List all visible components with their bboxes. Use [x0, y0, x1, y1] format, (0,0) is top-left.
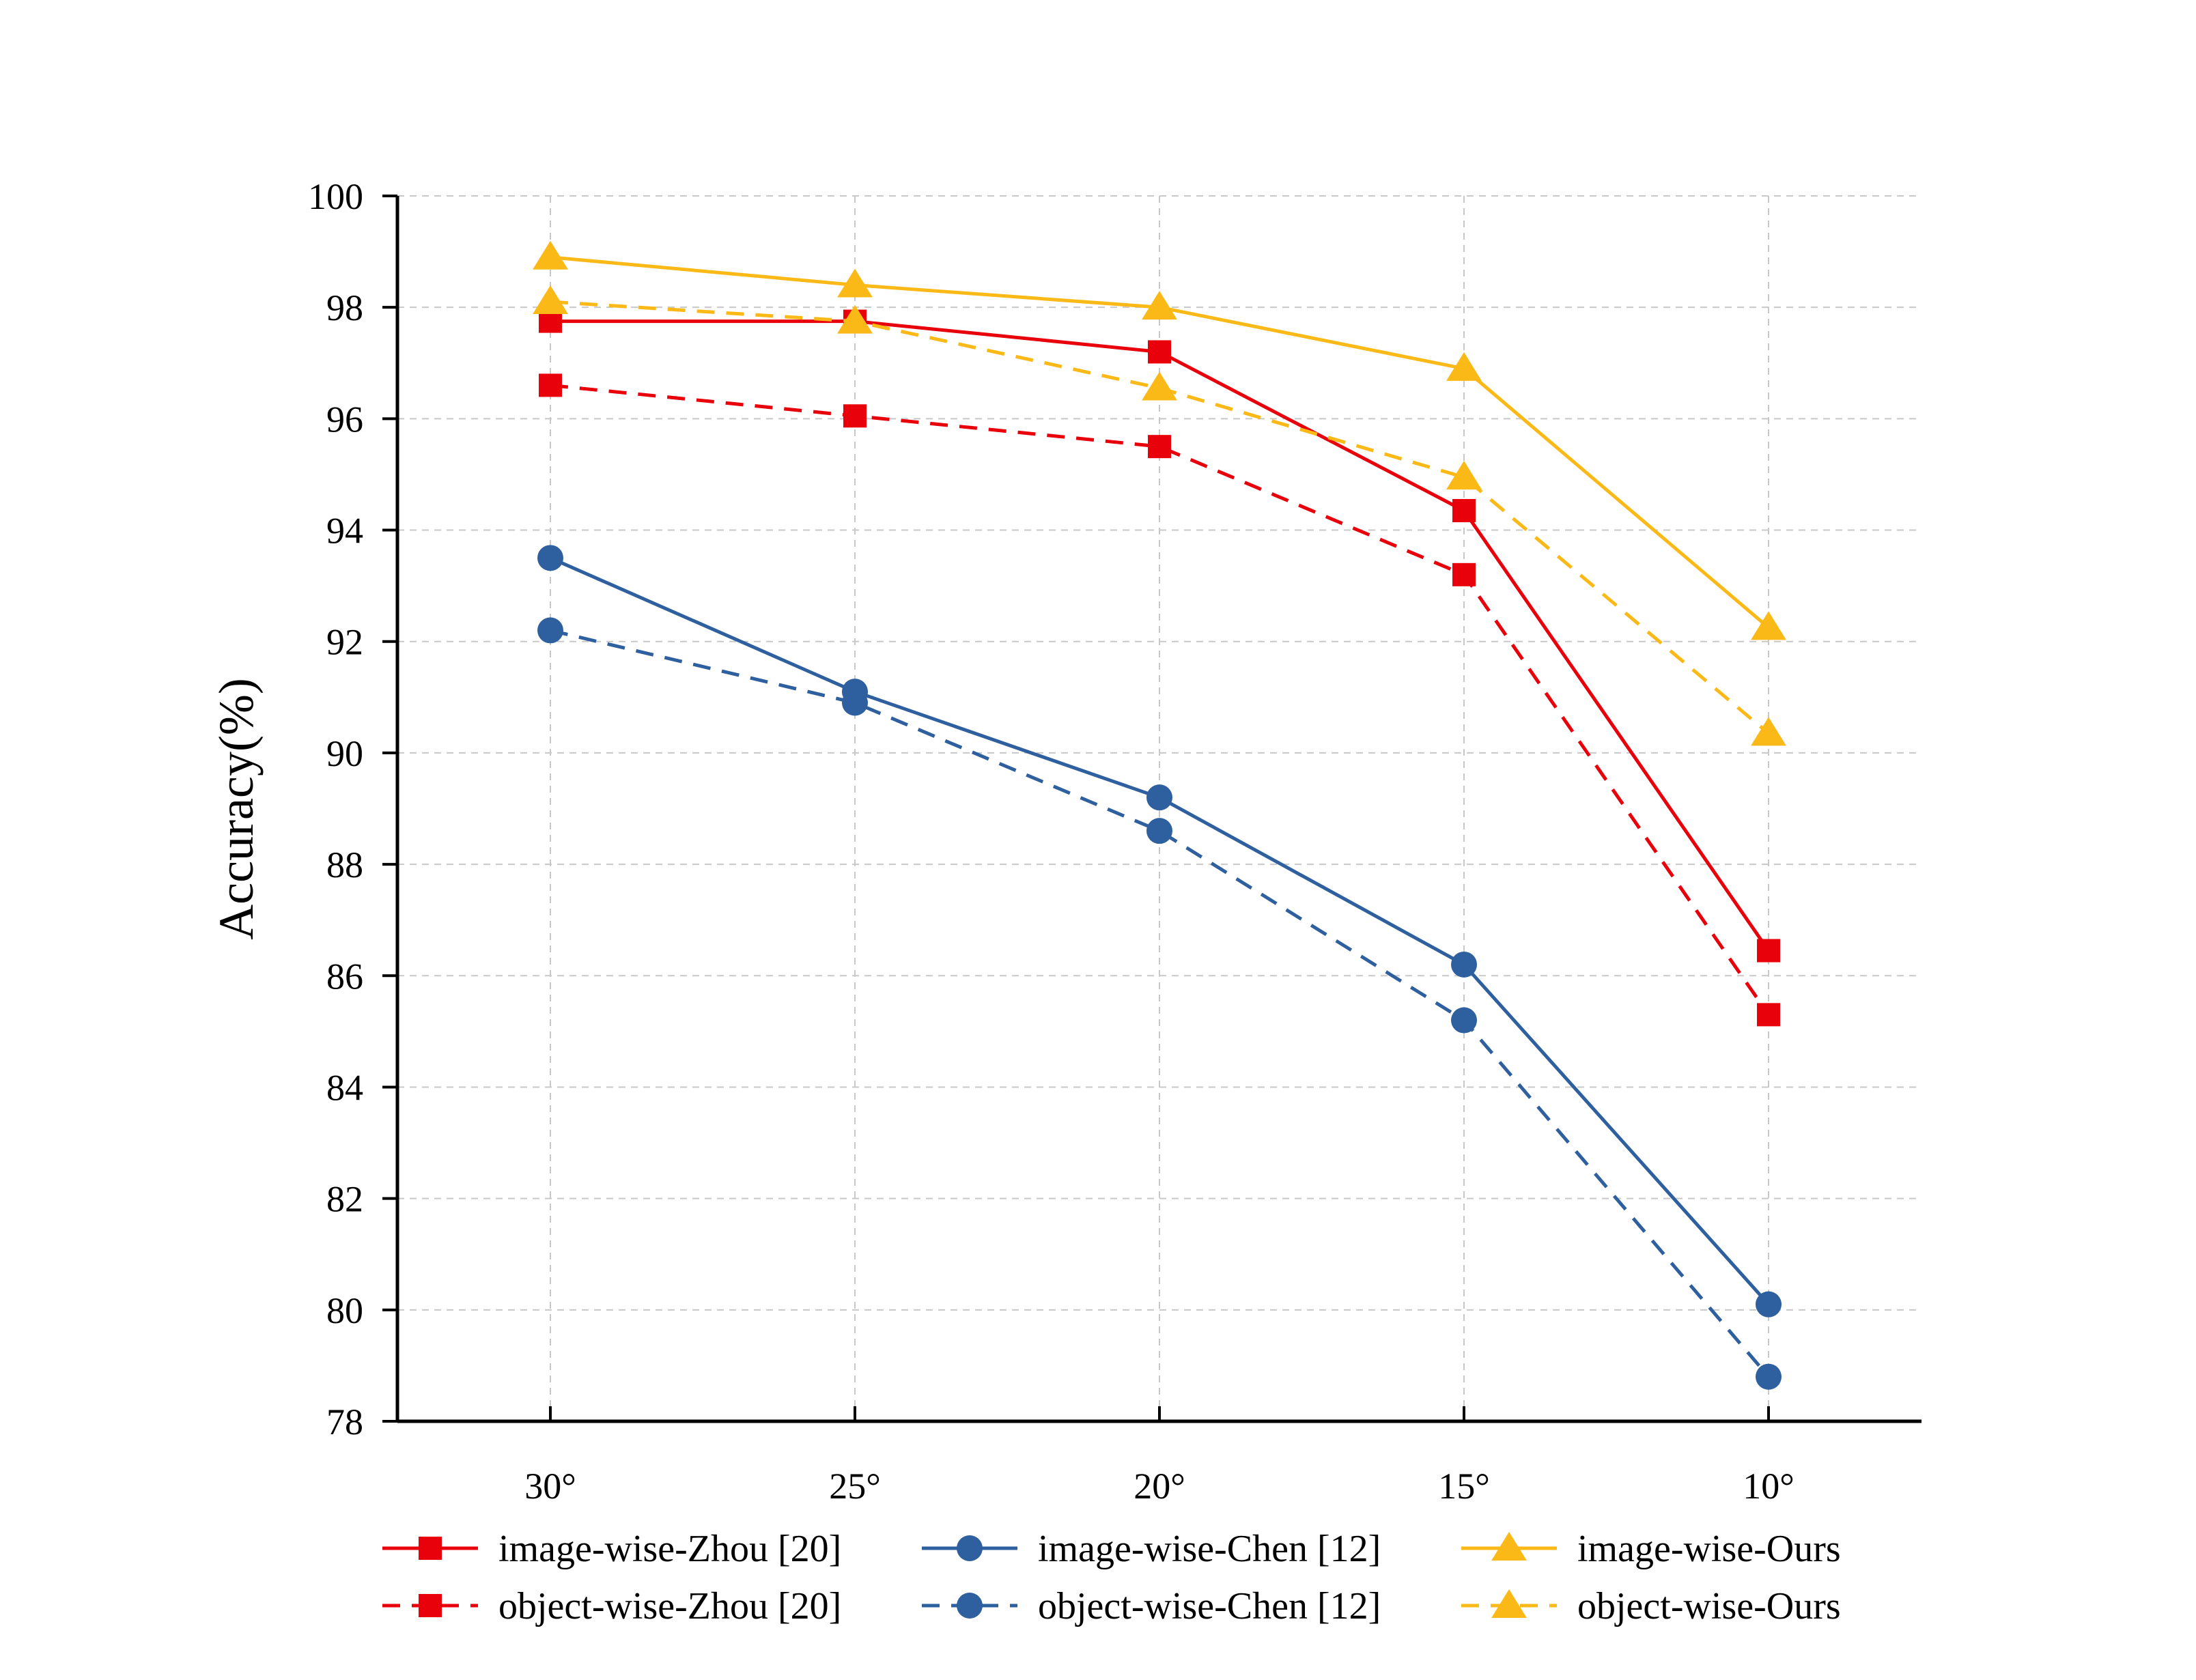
y-tick-label: 86: [326, 956, 363, 997]
series-layer: [533, 240, 1786, 1390]
legend-item: object-wise-Chen [12]: [922, 1585, 1381, 1627]
x-tick-label: 10°: [1743, 1466, 1794, 1507]
data-point: [1451, 951, 1477, 978]
y-tick-label: 92: [326, 622, 363, 663]
data-point: [1756, 1363, 1782, 1390]
data-point: [837, 304, 873, 334]
x-tick-label: 25°: [829, 1466, 881, 1507]
data-point: [1452, 498, 1476, 522]
data-point: [1146, 784, 1172, 811]
data-point: [1451, 1007, 1477, 1034]
legend-item: image-wise-Chen [12]: [922, 1528, 1381, 1570]
y-tick-label: 98: [326, 287, 363, 328]
legend-marker: [957, 1593, 983, 1619]
data-point: [533, 285, 568, 315]
y-tick-label: 100: [308, 176, 363, 217]
series-line: [550, 319, 1771, 952]
y-tick-label: 90: [326, 733, 363, 774]
data-point: [1446, 352, 1482, 381]
y-tick-label: 96: [326, 399, 363, 440]
legend-item: image-wise-Ours: [1461, 1528, 1841, 1570]
legend-label: object-wise-Ours: [1577, 1585, 1841, 1627]
legend-label: object-wise-Chen [12]: [1038, 1585, 1381, 1627]
legend-marker: [1491, 1532, 1527, 1561]
y-tick-label: 80: [326, 1290, 363, 1331]
series-object-wise-zhou-20: [539, 373, 1780, 1027]
y-tick-label: 94: [326, 511, 363, 552]
legend-item: object-wise-Ours: [1461, 1585, 1841, 1627]
data-point: [1142, 291, 1177, 320]
y-tick-label: 82: [326, 1179, 363, 1220]
legend-label: image-wise-Ours: [1577, 1528, 1841, 1570]
legend-marker: [957, 1535, 983, 1561]
data-point: [1757, 939, 1780, 963]
data-point: [537, 545, 563, 571]
legend-label: object-wise-Zhou [20]: [498, 1585, 841, 1627]
data-point: [1148, 340, 1171, 364]
data-point: [1452, 563, 1476, 586]
y-tick-label: 88: [326, 844, 363, 885]
x-tick-label: 15°: [1438, 1466, 1490, 1507]
legend-marker: [1491, 1589, 1527, 1618]
y-tick-label: 84: [326, 1067, 363, 1108]
series-image-wise-ours: [533, 240, 1786, 640]
data-point: [537, 617, 563, 644]
data-point: [1142, 371, 1177, 401]
legend-label: image-wise-Chen [12]: [1038, 1528, 1381, 1570]
data-point: [1756, 1291, 1782, 1318]
y-axis-title: Accuracy(%): [209, 678, 264, 940]
legend-item: object-wise-Zhou [20]: [382, 1585, 841, 1627]
data-point: [842, 679, 868, 705]
series-image-wise-chen-12: [537, 545, 1782, 1318]
legend-marker: [419, 1537, 442, 1560]
legend: image-wise-Zhou [20] image-wise-Chen [12]…: [382, 1528, 1841, 1627]
data-point: [1148, 435, 1171, 459]
legend-label: image-wise-Zhou [20]: [498, 1528, 841, 1570]
series-line: [550, 383, 1771, 1016]
legend-marker: [419, 1594, 442, 1617]
x-tick-label: 20°: [1134, 1466, 1185, 1507]
series-object-wise-chen-12: [537, 617, 1782, 1390]
data-point: [1757, 1003, 1780, 1027]
data-point: [1446, 461, 1482, 490]
series-line: [550, 628, 1770, 1378]
x-tick-label: 30°: [524, 1466, 576, 1507]
data-point: [1751, 611, 1786, 640]
y-tick-label: 78: [326, 1401, 363, 1442]
data-point: [837, 268, 873, 298]
ticks-layer: 78 80 82 84 86 88 90 92 94 96 98 100 30° 25° 20° 15° 10°: [308, 176, 1794, 1507]
data-point: [1751, 717, 1786, 746]
data-point: [1146, 818, 1172, 844]
series-object-wise-ours: [533, 285, 1786, 746]
legend-item: image-wise-Zhou [20]: [382, 1528, 841, 1570]
data-point: [539, 373, 562, 397]
data-point: [533, 240, 568, 270]
data-point: [843, 404, 867, 428]
